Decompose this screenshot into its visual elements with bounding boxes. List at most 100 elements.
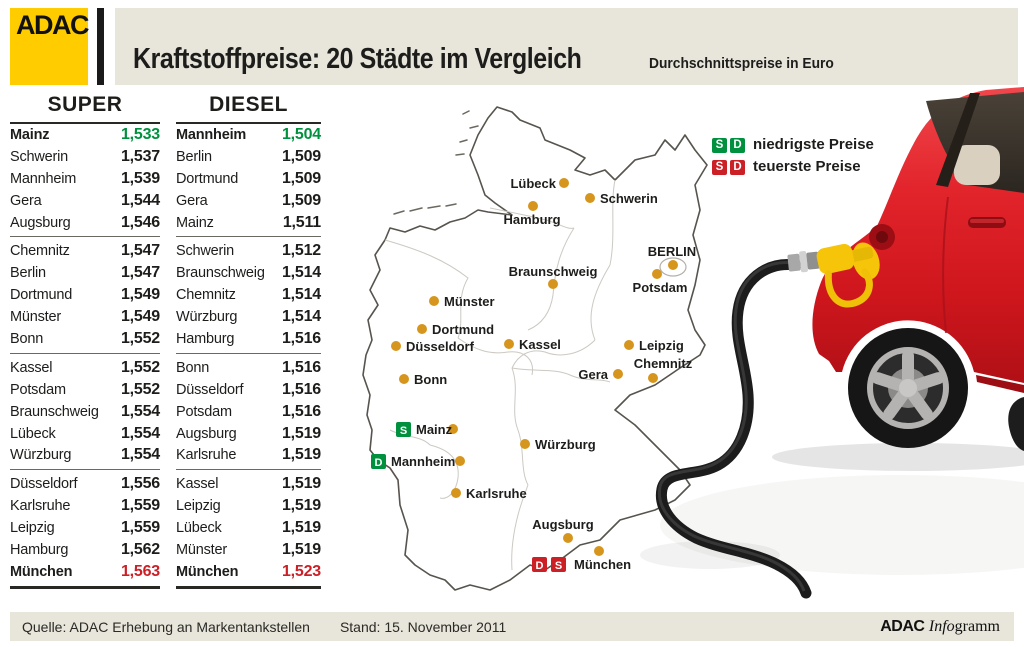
city-label: Schwerin [600, 191, 658, 206]
price-value: 1,514 [281, 308, 321, 326]
header-divider [97, 8, 104, 85]
title-banner: Kraftstoffpreise: 20 Städte im Vergleich… [115, 8, 1018, 85]
table-row: Chemnitz 1,547 [10, 240, 160, 262]
price-value: 1,554 [120, 402, 160, 420]
price-value: 1,552 [120, 330, 160, 348]
city-name: Augsburg [176, 425, 237, 442]
front-wheel-sliver [1008, 397, 1024, 451]
city-name: Augsburg [10, 214, 71, 231]
price-value: 1,559 [120, 519, 160, 537]
price-value: 1,519 [281, 424, 321, 442]
filler-cap [852, 242, 880, 280]
city-label: Bonn [414, 372, 447, 387]
city-name: Chemnitz [10, 243, 70, 260]
price-value: 1,563 [120, 562, 160, 580]
price-value: 1,533 [120, 126, 160, 143]
city-name: Lübeck [176, 520, 222, 537]
table-row: Augsburg 1,546 [10, 212, 160, 234]
city-dot [391, 341, 401, 351]
map-badge-d [532, 557, 547, 572]
car-body [812, 87, 1024, 383]
table-row: Kassel 1,519 [176, 473, 321, 495]
city-label: Münster [444, 294, 495, 309]
map-city: Augsburg [532, 517, 594, 543]
table-row: Düsseldorf 1,556 [10, 473, 160, 495]
table-row: Würzburg 1,554 [10, 444, 160, 466]
table-row: Düsseldorf 1,516 [176, 379, 321, 401]
table-row: Würzburg 1,514 [176, 306, 321, 328]
table-row: Hamburg 1,562 [10, 539, 160, 561]
table-title: DIESEL [209, 93, 288, 116]
city-dot [504, 339, 514, 349]
city-dot [528, 201, 538, 211]
city-name: Potsdam [10, 381, 66, 398]
source-text: Quelle: ADAC Erhebung an Markentankstell… [22, 618, 310, 635]
city-dot [399, 374, 409, 384]
city-name: Potsdam [176, 403, 232, 420]
table-row: Schwerin 1,537 [10, 146, 160, 168]
city-name: Dortmund [176, 170, 239, 187]
price-value: 1,549 [120, 286, 160, 304]
city-name: Leipzig [10, 520, 55, 537]
table-row: Lübeck 1,554 [10, 423, 160, 445]
table-row: Hamburg 1,516 [176, 328, 321, 350]
city-label: Karlsruhe [466, 486, 527, 501]
table-header-rule [10, 122, 160, 124]
group-separator [176, 352, 321, 354]
map-city: S Mainz [396, 422, 458, 437]
price-value: 1,552 [120, 380, 160, 398]
city-dot [429, 296, 439, 306]
city-name: Münster [10, 309, 61, 326]
price-value: 1,519 [281, 475, 321, 493]
city-dot [563, 533, 573, 543]
price-value: 1,509 [281, 169, 321, 187]
city-name: Münster [176, 542, 227, 559]
table-row: Potsdam 1,516 [176, 401, 321, 423]
city-label: BERLIN [648, 244, 696, 259]
city-label: Mannheim [391, 454, 455, 469]
city-name: München [10, 563, 73, 580]
door-seam [942, 196, 949, 334]
map-badge-s [396, 422, 411, 437]
city-dot [417, 324, 427, 334]
table-bottom-rule [10, 585, 160, 589]
table-row: Mainz 1,511 [176, 212, 321, 234]
table-row: Dortmund 1,549 [10, 284, 160, 306]
price-value: 1,516 [281, 380, 321, 398]
group-separator [10, 352, 160, 354]
legend-label-highest: teuerste Preise [753, 157, 861, 175]
city-name: Mannheim [176, 127, 247, 143]
city-name: Mainz [10, 127, 50, 143]
city-name: Berlin [176, 148, 212, 165]
city-dot [668, 260, 678, 270]
city-label: Leipzig [639, 338, 684, 353]
map-city: D Mannheim [371, 454, 465, 469]
price-value: 1,519 [281, 497, 321, 515]
city-dot [548, 279, 558, 289]
legend-badge-d: D [730, 137, 745, 153]
car-window [926, 92, 1024, 193]
page-title: Kraftstoffpreise: 20 Städte im Vergleich [133, 43, 582, 75]
legend-badge-s: S [712, 159, 727, 175]
city-name: Lübeck [10, 425, 56, 442]
city-label: Würzburg [535, 437, 596, 452]
city-name: Bonn [176, 359, 210, 376]
price-value: 1,514 [281, 264, 321, 282]
footer-bar: Quelle: ADAC Erhebung an Markentankstell… [10, 612, 1014, 641]
table-row: Münster 1,519 [176, 539, 321, 561]
city-name: Chemnitz [176, 287, 236, 304]
map-city: Braunschweig [509, 264, 597, 289]
city-label: Hamburg [503, 212, 560, 227]
map-city: D S München [532, 546, 631, 572]
group-separator [176, 469, 321, 471]
price-value: 1,556 [120, 475, 160, 493]
city-dot [559, 178, 569, 188]
table-row: Münster 1,549 [10, 306, 160, 328]
city-label: Gera [578, 367, 608, 382]
table-row: Karlsruhe 1,519 [176, 444, 321, 466]
map-badge-letter: S [400, 425, 407, 437]
city-name: Dortmund [10, 287, 73, 304]
